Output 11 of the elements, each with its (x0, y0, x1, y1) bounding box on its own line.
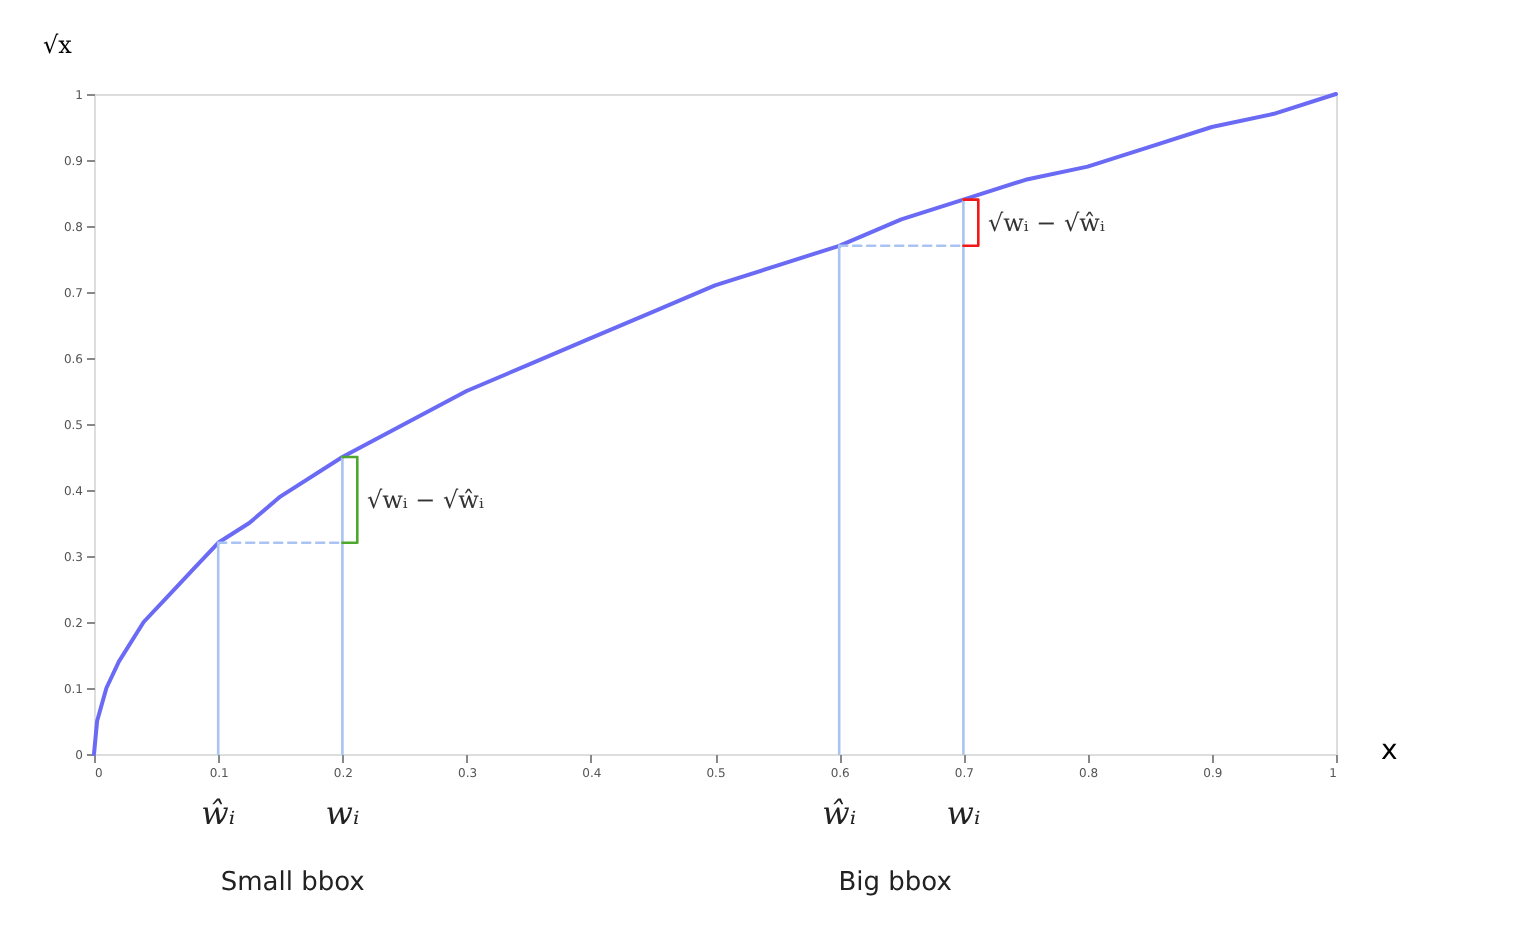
annotation: wᵢ (946, 794, 981, 832)
annotation: √wᵢ − √ŵᵢ (988, 208, 1106, 237)
annotation: wᵢ (325, 794, 360, 832)
line-series (92, 92, 1338, 756)
annotation: ŵᵢ (201, 794, 236, 832)
x-axis-title: x (1381, 735, 1398, 767)
text: Big bbox (838, 868, 953, 898)
y-axis-title: √x (43, 31, 73, 59)
annotation: √wᵢ − √ŵᵢ (367, 485, 485, 514)
text: Small bbox (220, 868, 366, 898)
annotation: ŵᵢ (822, 794, 857, 832)
